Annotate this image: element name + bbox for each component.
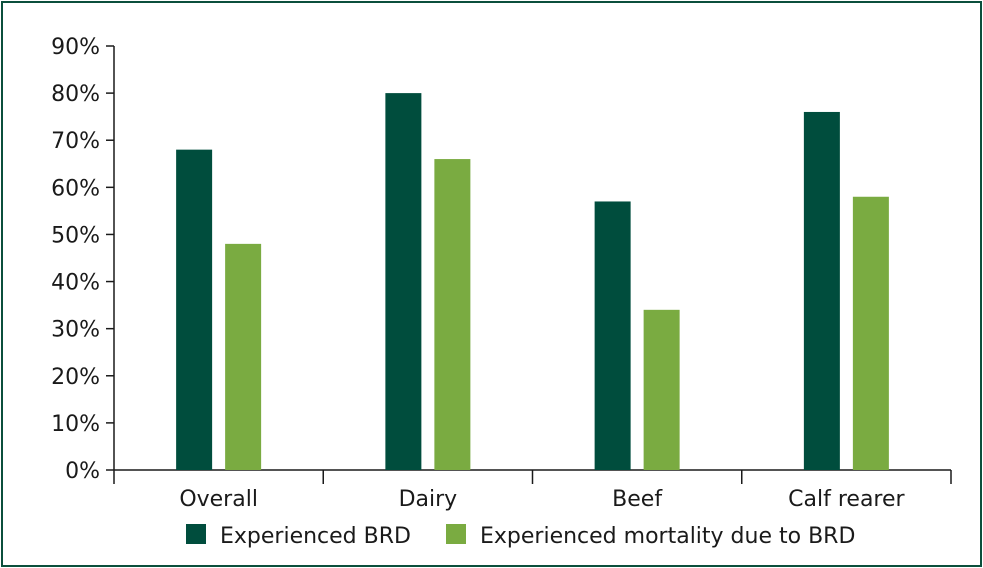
y-tick-label: 40% — [51, 271, 100, 296]
bar-experienced-brd — [176, 149, 213, 470]
x-category-label: Calf rearer — [788, 487, 905, 512]
y-tick-label: 90% — [51, 35, 100, 60]
bar-experienced-brd — [803, 111, 840, 470]
bar-experienced-brd — [385, 93, 422, 470]
bar-experienced-mortality — [852, 196, 889, 470]
y-axis: 0% 10% 20% 30% 40% 50% 60% 70% 80% 90% — [51, 35, 115, 484]
y-tick-label: 10% — [51, 412, 100, 437]
legend-label-experienced-mortality: Experienced mortality due to BRD — [480, 524, 855, 549]
bar-experienced-brd — [594, 201, 631, 470]
bars — [176, 93, 889, 471]
y-tick-label: 30% — [51, 318, 100, 343]
x-category-label: Overall — [179, 487, 258, 512]
legend-label-experienced-brd: Experienced BRD — [220, 524, 411, 549]
y-tick-label: 80% — [51, 82, 100, 107]
x-category-label: Dairy — [399, 487, 458, 512]
y-tick-label: 0% — [65, 459, 100, 484]
legend: Experienced BRD Experienced mortality du… — [186, 524, 855, 549]
y-tick-label: 20% — [51, 365, 100, 390]
x-axis: Overall Dairy Beef Calf rearer — [113, 469, 952, 512]
legend-swatch-experienced-brd — [186, 524, 206, 544]
x-category-label: Beef — [612, 487, 663, 512]
bar-experienced-mortality — [225, 243, 262, 470]
bar-experienced-mortality — [643, 309, 680, 470]
y-tick-label: 70% — [51, 129, 100, 154]
y-tick-label: 60% — [51, 176, 100, 201]
bar-experienced-mortality — [434, 159, 471, 471]
legend-swatch-experienced-mortality — [446, 524, 466, 544]
y-tick-label: 50% — [51, 223, 100, 248]
